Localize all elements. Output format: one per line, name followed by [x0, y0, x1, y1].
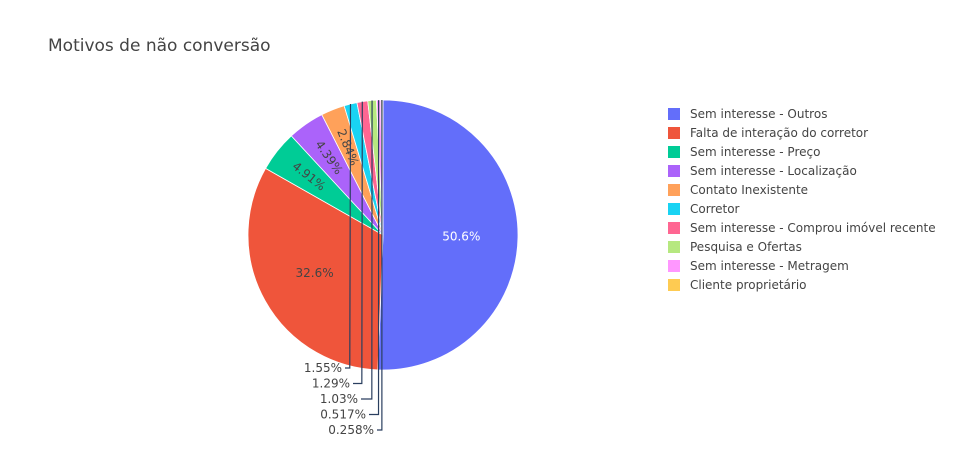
chart-title: Motivos de não conversão	[48, 36, 271, 56]
legend-item-sem-interesse-outros[interactable]: Sem interesse - Outros	[668, 107, 827, 121]
slice-label-corretor: 1.55%	[304, 361, 342, 375]
slice-label-sem-interesse-comprou-imovel-recente: 1.29%	[312, 377, 350, 391]
legend-label: Sem interesse - Metragem	[690, 259, 849, 273]
legend-label: Corretor	[690, 202, 740, 216]
legend-label: Contato Inexistente	[690, 183, 808, 197]
legend-item-sem-interesse-metragem[interactable]: Sem interesse - Metragem	[668, 259, 849, 273]
pie-slice-falta-de-interacao-do-corretor[interactable]	[247, 167, 384, 371]
legend-item-sem-interesse-comprou-imovel-recente[interactable]: Sem interesse - Comprou imóvel recente	[668, 221, 936, 235]
pie-outside-labels: 1.55% 1.29%1.03% 0.517%0.258%	[304, 100, 383, 437]
legend-item-cliente-proprietario[interactable]: Cliente proprietário	[668, 278, 807, 292]
legend-item-contato-inexistente[interactable]: Contato Inexistente	[668, 183, 808, 197]
legend-swatch	[668, 146, 680, 158]
legend-swatch	[668, 279, 680, 291]
slice-label-sem-interesse-metragem: 0.517%	[320, 408, 366, 422]
legend-label: Sem interesse - Comprou imóvel recente	[690, 221, 936, 235]
legend-item-sem-interesse-preco[interactable]: Sem interesse - Preço	[668, 145, 820, 159]
legend-item-falta-de-interacao-do-corretor[interactable]: Falta de interação do corretor	[668, 126, 868, 140]
legend-label: Pesquisa e Ofertas	[690, 240, 802, 254]
slice-label-falta-de-interacao-do-corretor: 32.6%	[296, 266, 334, 280]
legend-item-corretor[interactable]: Corretor	[668, 202, 740, 216]
leader-line-cliente-proprietario	[377, 100, 383, 431]
leader-line-corretor	[345, 103, 352, 369]
leader-line-sem-interesse-metragem	[369, 100, 380, 416]
legend-label: Sem interesse - Outros	[690, 107, 827, 121]
slice-label-pesquisa-e-ofertas: 1.03%	[320, 392, 358, 406]
legend-swatch	[668, 127, 680, 139]
legend-label: Sem interesse - Localização	[690, 164, 857, 178]
legend-swatch	[668, 222, 680, 234]
legend-swatch	[668, 241, 680, 253]
leader-line-sem-interesse-comprou-imovel-recente	[353, 101, 363, 385]
legend: Sem interesse - Outros Falta de interação…	[668, 107, 936, 292]
legend-label: Falta de interação do corretor	[690, 126, 868, 140]
legend-swatch	[668, 203, 680, 215]
legend-swatch	[668, 165, 680, 177]
legend-item-sem-interesse-localizacao[interactable]: Sem interesse - Localização	[668, 164, 857, 178]
slice-label-sem-interesse-outros: 50.6%	[442, 229, 480, 243]
legend-swatch	[668, 184, 680, 196]
legend-swatch	[668, 108, 680, 120]
leader-line-pesquisa-e-ofertas	[361, 100, 373, 400]
legend-swatch	[668, 260, 680, 272]
pie-slice-sem-interesse-outros[interactable]	[377, 99, 519, 371]
legend-label: Sem interesse - Preço	[690, 145, 820, 159]
pie-slices	[247, 99, 519, 371]
legend-item-pesquisa-e-ofertas[interactable]: Pesquisa e Ofertas	[668, 240, 802, 254]
legend-label: Cliente proprietário	[690, 278, 807, 292]
slice-label-cliente-proprietario: 0.258%	[328, 423, 374, 437]
